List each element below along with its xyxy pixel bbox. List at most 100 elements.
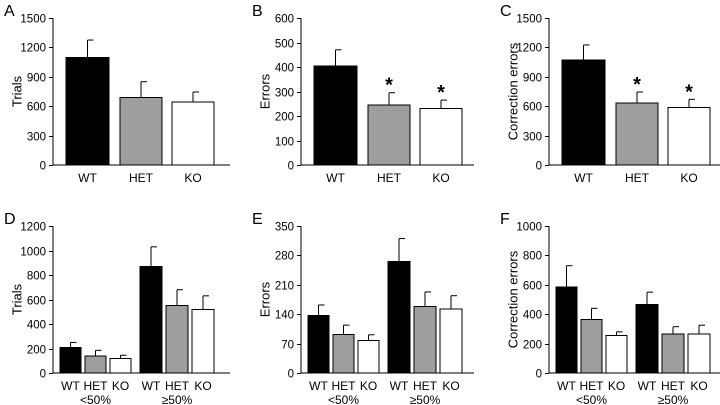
y-axis-label: Trials [10, 283, 25, 315]
x-tick-label: WT [638, 379, 657, 393]
bar-wt [139, 265, 163, 374]
group-label: <50% [576, 393, 607, 405]
panel-label: F [500, 211, 510, 228]
y-tick-label: 400 [523, 310, 542, 322]
y-tick-label: 1500 [516, 14, 542, 26]
bar-ko [605, 335, 628, 374]
panel-label: C [500, 3, 512, 20]
x-tick-label: HET [625, 171, 650, 185]
bar-wt [387, 261, 411, 374]
bar-het [165, 305, 189, 374]
y-tick-label: 1200 [20, 43, 46, 55]
x-tick-label: HET [84, 379, 109, 393]
y-tick-label: 1000 [20, 247, 46, 259]
x-tick-label: HET [580, 379, 605, 393]
bar-wt [561, 59, 606, 166]
x-tick-label: KO [360, 379, 377, 393]
y-tick-label: 70 [281, 340, 294, 352]
bar-ko [191, 308, 215, 374]
x-tick-label: KO [690, 379, 707, 393]
bar-het [119, 96, 163, 166]
group-label: ≥50% [410, 393, 441, 405]
panel-label: D [4, 211, 16, 228]
x-tick-label: KO [184, 171, 201, 185]
y-tick-label: 600 [523, 102, 542, 114]
x-tick-label: WT [309, 379, 328, 393]
x-tick-label: KO [194, 379, 211, 393]
x-tick-label: WT [557, 379, 576, 393]
bar-wt [555, 286, 578, 374]
y-tick-label: 1500 [20, 14, 46, 26]
y-tick-label: 280 [275, 251, 294, 263]
x-tick-label: HET [165, 379, 190, 393]
significance-star: * [685, 81, 693, 103]
x-tick-label: HET [413, 379, 438, 393]
bar-wt [313, 65, 358, 166]
x-tick-label: HET [332, 379, 357, 393]
y-tick-label: 0 [40, 161, 46, 173]
bar-ko [357, 340, 380, 374]
y-axis-label: Correction errors [506, 250, 521, 348]
x-tick-label: HET [661, 379, 686, 393]
y-tick-label: 200 [275, 112, 294, 124]
significance-star: * [385, 75, 393, 97]
y-tick-label: 0 [288, 369, 294, 381]
x-tick-label: KO [442, 379, 459, 393]
bar-ko [667, 107, 711, 166]
panel-a: A Trials 0 300 600 900 1200 1500 WT HET KO [4, 3, 230, 185]
y-tick-label: 300 [27, 132, 46, 144]
y-tick-label: 0 [288, 161, 294, 173]
y-tick-label: 200 [523, 340, 542, 352]
y-tick-label: 500 [275, 39, 294, 51]
y-tick-label: 800 [27, 271, 46, 283]
x-tick-label: KO [680, 171, 697, 185]
x-tick-label: WT [574, 171, 593, 185]
y-tick-label: 300 [275, 88, 294, 100]
group-label: ≥50% [162, 393, 193, 405]
y-axis-label: Errors [258, 281, 273, 317]
x-tick-label: KO [432, 171, 449, 185]
y-tick-label: 600 [27, 296, 46, 308]
bar-het [413, 306, 437, 374]
x-tick-label: WT [78, 171, 97, 185]
x-tick-label: HET [129, 171, 154, 185]
panel-c: C Correction errors 0 300 600 900 1200 1500 WT HE… [500, 3, 720, 185]
y-tick-label: 900 [27, 73, 46, 85]
panel-f: F Correction errors 0 200 400 600 800 1000 WT HET… [500, 211, 720, 405]
y-tick-label: 350 [275, 222, 294, 234]
y-tick-label: 800 [523, 251, 542, 263]
bar-wt [65, 57, 110, 166]
y-tick-label: 1200 [20, 222, 46, 234]
x-tick-label: WT [142, 379, 161, 393]
bar-het [615, 102, 659, 166]
y-tick-label: 210 [275, 281, 294, 293]
y-tick-label: 400 [27, 320, 46, 332]
y-tick-label: 140 [275, 310, 294, 322]
y-tick-label: 0 [40, 369, 46, 381]
bar-het [661, 333, 685, 374]
significance-star: * [437, 82, 445, 104]
y-tick-label: 1200 [516, 43, 542, 55]
panel-label: B [252, 3, 263, 20]
bar-ko [439, 308, 463, 374]
bar-ko [109, 357, 132, 374]
y-axis-label: Errors [258, 73, 273, 109]
x-tick-label: WT [390, 379, 409, 393]
panel-label: A [4, 3, 15, 20]
x-tick-label: KO [608, 379, 625, 393]
y-tick-label: 100 [275, 137, 294, 149]
y-tick-label: 400 [275, 63, 294, 75]
x-tick-label: WT [326, 171, 345, 185]
group-label: <50% [328, 393, 359, 405]
x-tick-label: HET [377, 171, 402, 185]
group-label: ≥50% [658, 393, 689, 405]
bar-het [84, 355, 107, 374]
x-tick-label: WT [61, 379, 80, 393]
bar-het [332, 333, 355, 374]
panel-label: E [252, 211, 263, 228]
y-tick-label: 0 [536, 369, 542, 381]
bar-ko [171, 101, 215, 166]
